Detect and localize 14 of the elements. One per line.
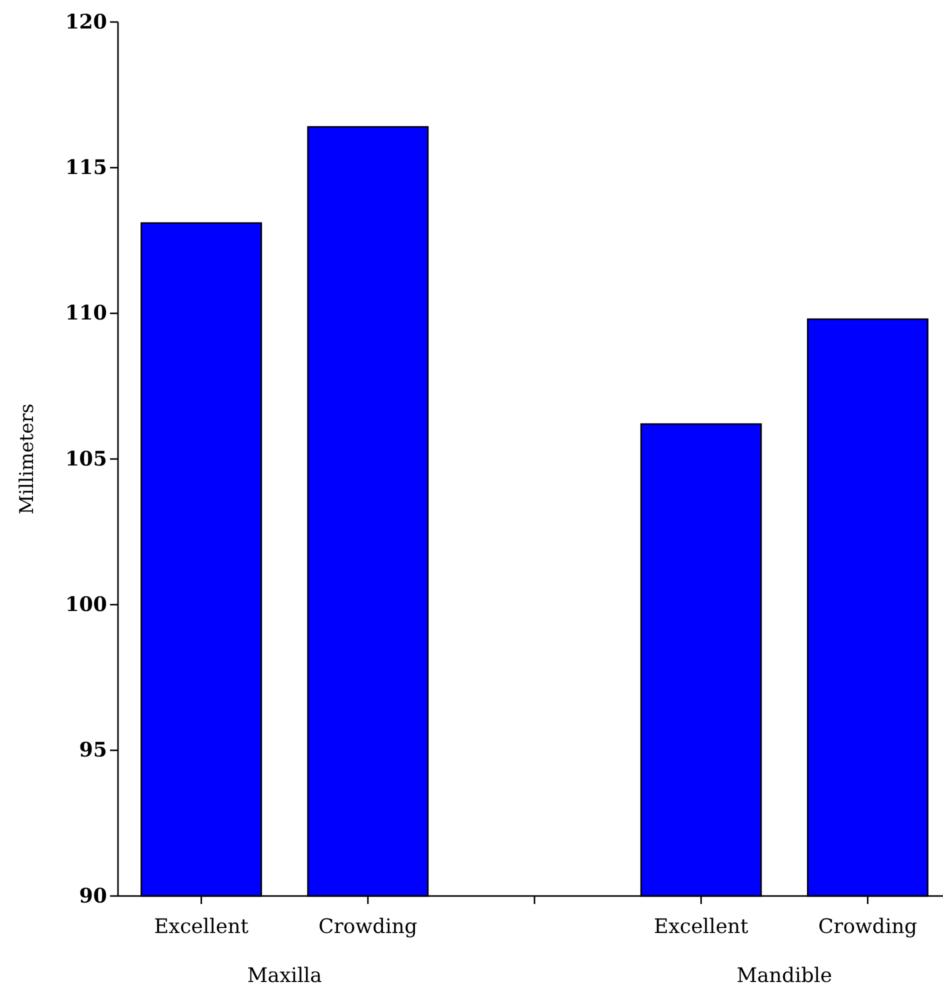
y-axis-title: Millimeters bbox=[16, 404, 38, 514]
x-tick-label: Crowding bbox=[318, 914, 418, 938]
y-tick-label: 90 bbox=[79, 883, 107, 908]
y-tick-label: 120 bbox=[65, 9, 107, 34]
x-tick-label: Excellent bbox=[154, 914, 249, 938]
y-tick-label: 110 bbox=[65, 300, 107, 325]
text: Mandible bbox=[736, 963, 832, 987]
y-tick-label: 105 bbox=[65, 446, 107, 470]
x-tick-label: Crowding bbox=[818, 914, 918, 938]
y-tick-label: 95 bbox=[79, 738, 107, 762]
x-tick-label: Excellent bbox=[654, 914, 748, 938]
y-tick-label: 100 bbox=[65, 592, 107, 616]
y-tick-label: 115 bbox=[65, 155, 107, 180]
text: Maxilla bbox=[247, 963, 322, 987]
